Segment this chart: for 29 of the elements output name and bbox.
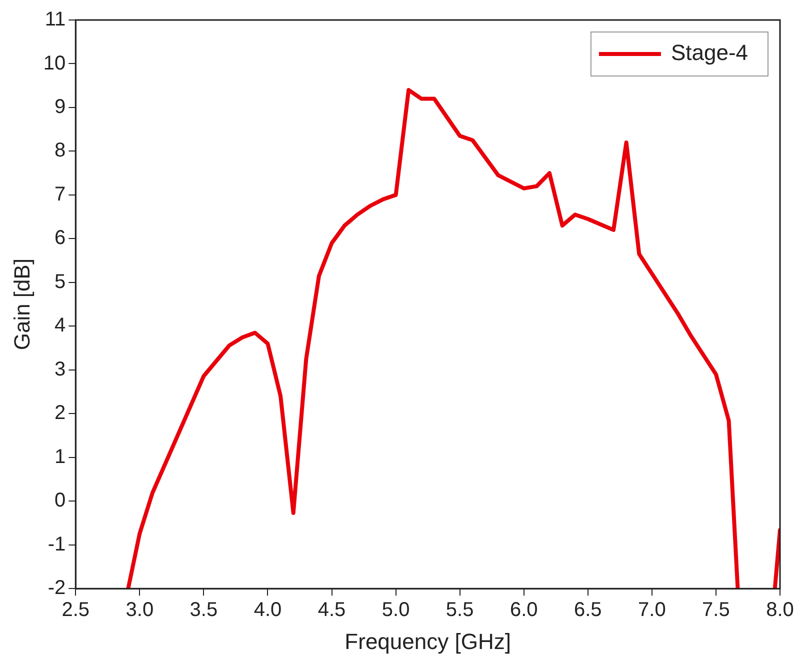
y-tick-label: 6 <box>54 227 66 250</box>
x-axis-title: Frequency [GHz] <box>344 628 511 654</box>
x-tick-label: 5.5 <box>446 599 474 622</box>
x-tick-label: 4.5 <box>318 599 346 622</box>
y-tick-label: 1 <box>54 446 66 468</box>
x-tick-label: 6.0 <box>510 599 538 622</box>
x-tick-label: 7.0 <box>638 599 666 622</box>
y-tick-label: 3 <box>54 358 66 380</box>
y-tick-label: 9 <box>54 96 66 118</box>
x-tick-label: 6.5 <box>574 599 602 622</box>
y-tick-label: 0 <box>54 490 66 512</box>
y-tick-label: 10 <box>43 52 66 74</box>
y-tick-label: 4 <box>54 314 66 337</box>
x-tick-label: 3.5 <box>190 599 218 622</box>
x-tick-label: 4.0 <box>254 599 282 622</box>
legend-label: Stage-4 <box>670 40 748 66</box>
y-tick-label: 2 <box>54 402 66 424</box>
y-tick-label: 11 <box>44 8 66 31</box>
x-tick-label: 5.0 <box>382 599 410 622</box>
x-tick-label: 2.5 <box>62 599 90 622</box>
x-tick-label: 3.0 <box>126 599 154 622</box>
x-tick-label: 8.0 <box>766 599 794 622</box>
y-tick-label: 5 <box>54 270 66 293</box>
y-tick-label: 8 <box>54 140 66 162</box>
y-tick-label: -1 <box>48 533 66 556</box>
y-axis-title: Gain [dB] <box>9 258 34 350</box>
y-tick-label: -2 <box>48 577 66 600</box>
x-tick-label: 7.5 <box>702 599 730 622</box>
y-tick-label: 7 <box>54 183 66 206</box>
